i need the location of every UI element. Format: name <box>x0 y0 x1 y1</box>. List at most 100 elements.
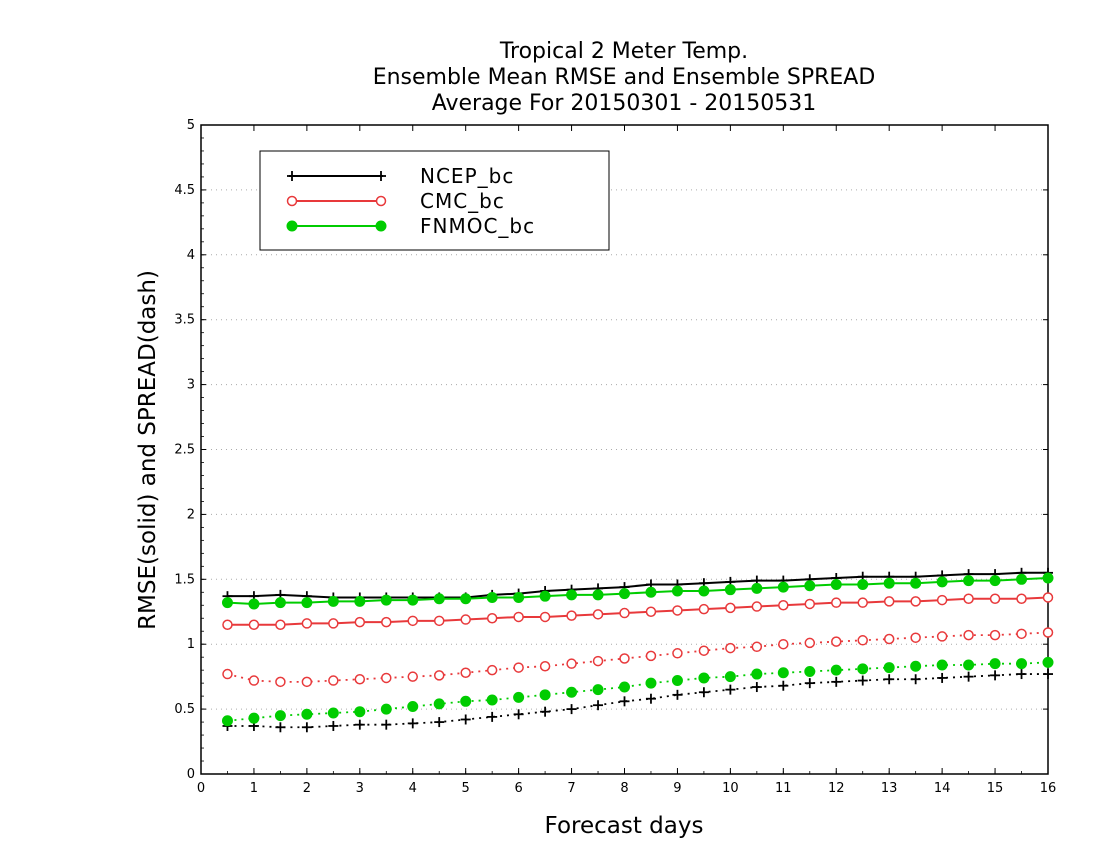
cmc-bc-spread-point <box>725 642 736 654</box>
x-tick-label: 12 <box>828 781 845 796</box>
cmc-bc-rmse-point <box>222 619 233 630</box>
cmc-bc-rmse-point <box>566 610 577 621</box>
fnmoc-bc-spread-point <box>380 703 392 715</box>
y-tick-label: 1.5 <box>174 572 195 587</box>
fnmoc-bc-spread-point <box>513 691 525 703</box>
fnmoc-bc-spread-point <box>301 708 313 720</box>
cmc-bc-rmse-point <box>698 603 710 615</box>
gridlines <box>201 189 1048 710</box>
ncep-bc-spread-point <box>513 709 524 720</box>
fnmoc-bc-rmse-point <box>963 575 975 587</box>
cmc-bc-rmse-point <box>831 597 842 608</box>
fnmoc-bc-spread-point <box>830 664 842 676</box>
fnmoc-bc-rmse-point <box>989 575 1001 587</box>
y-tick-label: 2.5 <box>174 443 195 458</box>
fnmoc-bc-spread-point <box>1016 658 1028 670</box>
y-tick-label: 2 <box>187 507 195 522</box>
series-lines <box>221 567 1054 733</box>
x-tick-label: 2 <box>303 781 311 796</box>
fnmoc-bc-rmse-point <box>777 581 789 593</box>
cmc-bc-spread-point <box>672 648 683 659</box>
x-tick-label: 7 <box>567 781 575 796</box>
y-tick-label: 5 <box>187 118 195 133</box>
fnmoc-bc-spread-point <box>619 681 630 693</box>
cmc-bc-rmse-point <box>381 616 392 628</box>
cmc-bc-rmse-point <box>407 615 418 627</box>
fnmoc-bc-rmse-point <box>1042 572 1054 584</box>
cmc-bc-spread-point <box>328 675 339 686</box>
cmc-bc-rmse-point <box>804 598 816 610</box>
ncep-bc-spread-point <box>593 700 604 711</box>
fnmoc-bc-spread-point <box>592 684 604 696</box>
fnmoc-bc-rmse-point <box>671 585 683 597</box>
cmc-bc-rmse-point <box>1016 593 1027 605</box>
cmc-bc-rmse-point <box>989 593 1001 605</box>
fnmoc-bc-rmse-point <box>433 593 445 605</box>
legend-marker-cmc-bc <box>375 195 387 207</box>
ncep-bc-spread-point <box>540 706 551 717</box>
ncep-bc-spread-point <box>460 714 471 725</box>
ncep-bc-spread-point <box>910 674 921 685</box>
cmc-bc-rmse-point <box>275 619 286 630</box>
fnmoc-bc-spread-point <box>460 695 472 707</box>
legend-label-cmc-bc: CMC_bc <box>420 189 505 213</box>
legend-marker-cmc-bc <box>286 195 298 207</box>
cmc-bc-spread-point <box>645 650 657 662</box>
fnmoc-bc-spread-point <box>539 689 551 701</box>
fnmoc-bc-rmse-point <box>513 591 525 603</box>
cmc-bc-rmse-point <box>354 616 366 628</box>
fnmoc-bc-rmse-point <box>460 593 472 605</box>
fnmoc-bc-spread-point <box>671 675 683 687</box>
x-tick-label: 8 <box>620 781 628 796</box>
cmc-bc-spread-point <box>804 637 816 649</box>
fnmoc-bc-rmse-point <box>645 586 657 598</box>
legend-label-ncep-bc: NCEP_bc <box>420 164 514 188</box>
ncep-bc-spread-point <box>857 675 868 686</box>
series-cmc-bc <box>222 592 1054 688</box>
cmc-bc-spread-point <box>751 641 763 653</box>
ncep-bc-spread-point <box>778 680 789 691</box>
cmc-bc-spread-point <box>857 635 868 646</box>
fnmoc-bc-spread-point <box>327 707 339 719</box>
series-fnmoc-bc <box>221 572 1054 727</box>
fnmoc-bc-spread-point <box>724 671 736 683</box>
cmc-bc-rmse-point <box>751 601 763 612</box>
fnmoc-bc-rmse-point <box>539 590 551 602</box>
ncep-bc-spread-point <box>1043 669 1053 680</box>
cmc-bc-rmse-point <box>539 611 551 623</box>
cmc-bc-spread-point <box>619 653 630 664</box>
x-tick-label: 14 <box>934 781 951 796</box>
cmc-bc-rmse-point <box>592 609 604 620</box>
fnmoc-bc-rmse-point <box>910 577 922 589</box>
cmc-bc-spread-point <box>778 638 789 650</box>
ncep-bc-spread-point <box>381 719 392 730</box>
x-tick-label: 16 <box>1040 781 1057 796</box>
cmc-bc-rmse-point <box>645 606 657 617</box>
legend-marker-fnmoc-bc <box>286 220 298 232</box>
cmc-bc-spread-point <box>566 658 577 669</box>
x-tick-label: 9 <box>673 781 681 796</box>
fnmoc-bc-rmse-point <box>830 578 842 590</box>
cmc-bc-spread-point <box>222 668 233 680</box>
cmc-bc-spread-point <box>275 676 286 688</box>
ncep-bc-spread-point <box>1016 669 1027 680</box>
cmc-bc-rmse-point <box>513 611 524 623</box>
fnmoc-bc-spread-point <box>248 712 260 724</box>
cmc-bc-spread-point <box>1042 627 1054 638</box>
fnmoc-bc-rmse-point <box>301 597 313 609</box>
legend-marker-ncep-bc <box>287 171 297 181</box>
cmc-bc-spread-point <box>963 629 974 641</box>
ncep-bc-spread-point <box>831 676 842 687</box>
cmc-bc-spread-point <box>513 662 524 673</box>
fnmoc-bc-spread-point <box>804 665 816 677</box>
y-tick-label: 3.5 <box>174 313 195 328</box>
ncep-bc-spread-point <box>804 678 815 689</box>
cmc-bc-spread-point <box>592 655 604 667</box>
fnmoc-bc-spread-point <box>777 667 789 679</box>
ncep-bc-spread-point <box>354 719 365 730</box>
legend-marker-fnmoc-bc <box>375 220 387 232</box>
ncep-bc-spread-point <box>884 674 895 685</box>
fnmoc-bc-spread-point <box>566 686 578 698</box>
